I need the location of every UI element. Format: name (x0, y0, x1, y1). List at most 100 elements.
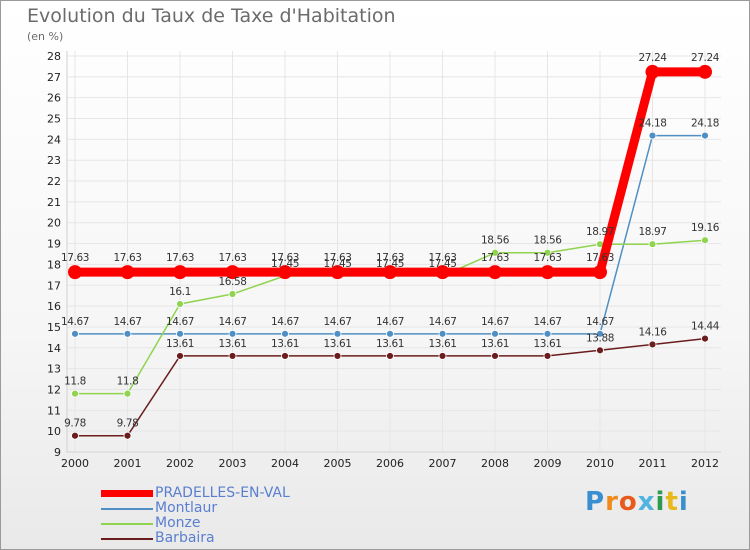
x-tick-label: 2008 (481, 457, 509, 470)
data-point (225, 265, 240, 280)
x-tick-label: 2002 (166, 457, 194, 470)
data-point (333, 352, 342, 360)
x-tick-label: 2003 (219, 457, 247, 470)
data-point (645, 64, 660, 79)
y-tick-label: 9 (54, 446, 61, 459)
data-label: 13.61 (323, 338, 351, 350)
data-point (701, 334, 709, 343)
y-tick-label: 24 (47, 133, 61, 146)
data-label: 17.63 (586, 252, 614, 264)
legend-swatch (101, 538, 153, 540)
data-label: 17.63 (533, 252, 561, 264)
data-label: 17.63 (61, 252, 89, 264)
data-label: 13.88 (586, 332, 614, 344)
data-point (698, 64, 712, 79)
logo-letter: t (665, 487, 679, 517)
x-tick-label: 2000 (61, 457, 89, 470)
data-point (173, 265, 187, 280)
y-tick-label: 28 (47, 50, 61, 63)
data-point (593, 265, 607, 280)
data-point (543, 329, 552, 338)
legend-label: Monze (155, 515, 201, 531)
data-label: 17.63 (218, 252, 246, 264)
data-point (435, 265, 450, 280)
y-tick-label: 19 (47, 238, 61, 251)
legend-label: Barbaira (155, 530, 215, 546)
data-label: 11.8 (64, 376, 86, 388)
data-label: 17.45 (428, 258, 456, 270)
data-point (596, 346, 604, 355)
data-point (701, 131, 709, 140)
data-point (491, 352, 499, 360)
proxiti-logo: Proxiti (585, 487, 689, 517)
legend-swatch (101, 508, 153, 510)
data-label: 14.67 (166, 316, 194, 328)
logo-letter: P (585, 487, 606, 517)
y-tick-label: 15 (47, 321, 61, 334)
data-point (71, 389, 79, 398)
data-label: 13.61 (533, 338, 561, 350)
data-label: 16.58 (218, 276, 246, 288)
x-tick-label: 2005 (324, 457, 352, 470)
data-point (123, 389, 132, 398)
data-label: 24.18 (638, 118, 666, 130)
y-tick-label: 11 (47, 404, 61, 417)
data-label: 17.63 (113, 252, 141, 264)
x-tick-label: 2001 (114, 457, 142, 470)
logo-letter: i (678, 487, 689, 517)
data-point (596, 329, 604, 338)
legend-label: Montlaur (155, 500, 218, 516)
data-label: 27.24 (691, 52, 720, 64)
legend-swatch (101, 490, 153, 497)
data-point (333, 329, 342, 338)
data-label: 14.67 (428, 316, 456, 328)
data-point (488, 265, 502, 280)
data-label: 17.63 (323, 252, 351, 264)
data-point (123, 329, 132, 338)
data-label: 17.45 (376, 258, 404, 270)
data-point (176, 352, 184, 360)
data-point (278, 265, 292, 280)
chart-subtitle: (en %) (27, 30, 64, 43)
data-label: 13.61 (166, 338, 194, 350)
data-point (438, 352, 447, 360)
data-label: 14.67 (113, 316, 141, 328)
legend-swatch (101, 523, 153, 525)
x-tick-label: 2010 (586, 457, 614, 470)
data-label: 13.61 (481, 338, 509, 350)
legend-label: PRADELLES-EN-VAL (155, 485, 290, 501)
data-point (281, 329, 289, 338)
data-point (281, 352, 289, 360)
data-label: 14.67 (218, 316, 246, 328)
data-point (330, 265, 345, 280)
data-label: 14.67 (323, 316, 351, 328)
data-label: 19.16 (691, 222, 720, 234)
x-tick-label: 2006 (376, 457, 404, 470)
data-label: 17.63 (376, 252, 404, 264)
data-label: 14.16 (638, 326, 667, 338)
data-point (543, 352, 552, 360)
data-point (491, 248, 499, 257)
logo-letter: r (605, 487, 619, 517)
data-point (228, 290, 237, 298)
data-label: 13.61 (376, 338, 404, 350)
data-label: 11.8 (117, 376, 139, 388)
data-label: 14.67 (61, 316, 89, 328)
data-point (120, 265, 135, 280)
y-tick-label: 27 (47, 71, 61, 84)
y-tick-label: 10 (47, 425, 61, 438)
data-label: 14.67 (533, 316, 561, 328)
y-tick-label: 14 (47, 342, 61, 355)
data-point (71, 431, 79, 440)
data-label: 18.56 (533, 235, 562, 247)
data-label: 17.63 (481, 252, 509, 264)
data-point (386, 329, 394, 338)
data-label: 18.97 (638, 226, 666, 238)
data-label: 13.61 (218, 338, 246, 350)
data-point (123, 431, 132, 440)
chart-title: Evolution du Taux de Taxe d'Habitation (27, 5, 396, 27)
y-tick-label: 12 (47, 383, 61, 396)
data-point (648, 131, 657, 140)
data-point (176, 300, 184, 308)
